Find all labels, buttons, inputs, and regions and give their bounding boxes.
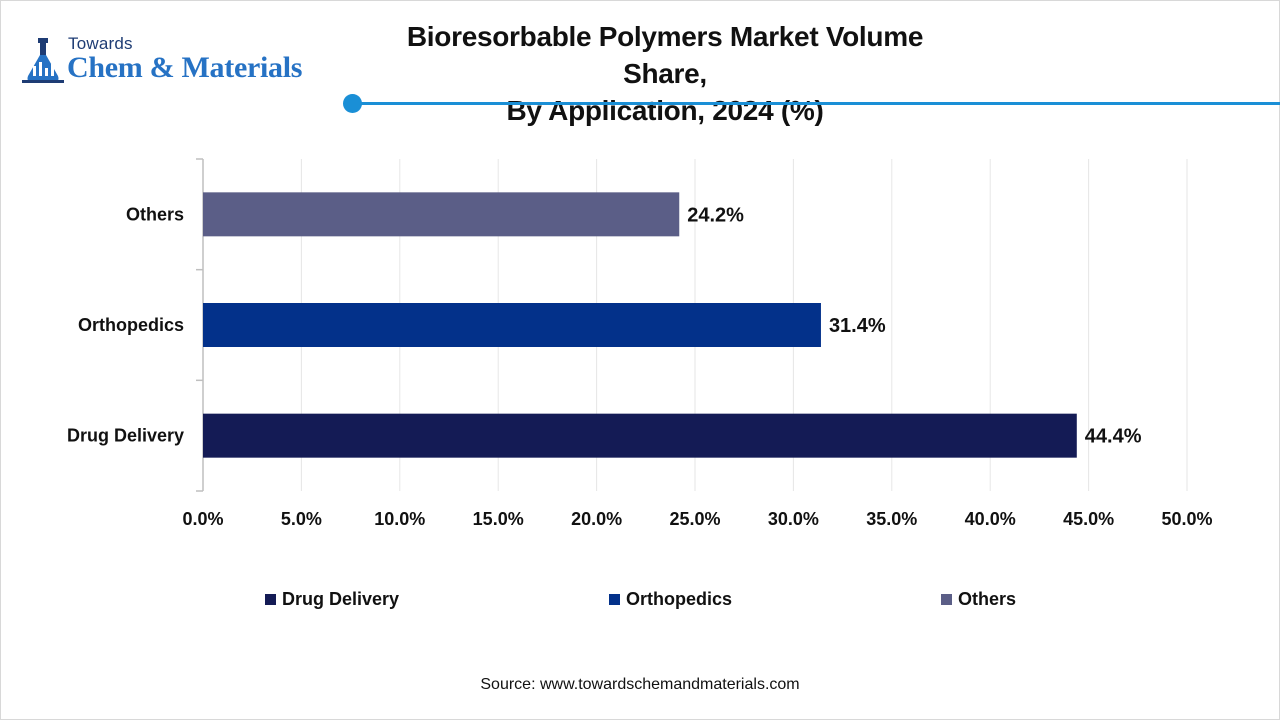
legend-label-orthopedics: Orthopedics bbox=[626, 589, 733, 609]
x-tick-label: 40.0% bbox=[965, 509, 1016, 529]
category-label-orthopedics: Orthopedics bbox=[78, 315, 184, 335]
x-tick-label: 5.0% bbox=[281, 509, 322, 529]
flask-icon bbox=[22, 38, 64, 83]
logo-text-main: Chem & Materials bbox=[67, 51, 303, 84]
category-label-others: Others bbox=[126, 204, 184, 224]
x-tick-label: 25.0% bbox=[669, 509, 720, 529]
category-axis bbox=[196, 158, 204, 492]
chart-title: Bioresorbable Polymers Market Volume Sha… bbox=[370, 18, 960, 129]
x-tick-label: 10.0% bbox=[374, 509, 425, 529]
legend-swatch-drug-delivery bbox=[265, 594, 276, 605]
legend-item-orthopedics: Orthopedics bbox=[609, 589, 732, 610]
title-accent-rule bbox=[352, 102, 1280, 105]
legend-item-others: Others bbox=[941, 589, 1016, 610]
legend-item-drug-delivery: Drug Delivery bbox=[265, 589, 399, 610]
x-tick-label: 20.0% bbox=[571, 509, 622, 529]
category-label-drug-delivery: Drug Delivery bbox=[67, 426, 184, 446]
bars bbox=[203, 192, 1077, 458]
category-labels: Drug Delivery Orthopedics Others bbox=[67, 204, 184, 445]
x-tick-label: 15.0% bbox=[473, 509, 524, 529]
company-logo: Towards Chem & Materials bbox=[22, 34, 342, 90]
chart-title-line-1: Bioresorbable Polymers Market Volume Sha… bbox=[406, 21, 924, 89]
bar-orthopedics bbox=[203, 303, 821, 347]
x-tick-label: 45.0% bbox=[1063, 509, 1114, 529]
legend-swatch-orthopedics bbox=[609, 594, 620, 605]
legend-swatch-others bbox=[941, 594, 952, 605]
data-label-others: 24.2% bbox=[687, 204, 744, 226]
bar-others bbox=[203, 192, 680, 237]
chart-legend: Drug Delivery Orthopedics Others bbox=[0, 589, 1280, 613]
logo-text-towards: Towards bbox=[68, 34, 133, 53]
data-label-drug-delivery: 44.4% bbox=[1085, 426, 1142, 448]
x-tick-label: 30.0% bbox=[768, 509, 819, 529]
x-axis-ticks: 0.0% 5.0% 10.0% 15.0% 20.0% 25.0% 30.0% 35.0% 40… bbox=[182, 509, 1212, 529]
x-tick-label: 50.0% bbox=[1161, 509, 1212, 529]
legend-label-others: Others bbox=[958, 589, 1017, 609]
x-tick-label: 35.0% bbox=[866, 509, 917, 529]
chart-title-line-2: By Application, 2024 (%) bbox=[506, 95, 824, 126]
bar-drug-delivery bbox=[203, 413, 1077, 458]
data-labels: 44.4% 31.4% 24.2% bbox=[687, 204, 1141, 447]
x-tick-label: 0.0% bbox=[182, 509, 223, 529]
data-label-orthopedics: 31.4% bbox=[829, 315, 886, 337]
source-note: Source: www.towardschemandmaterials.com bbox=[480, 676, 800, 693]
legend-label-drug-delivery: Drug Delivery bbox=[282, 589, 400, 609]
